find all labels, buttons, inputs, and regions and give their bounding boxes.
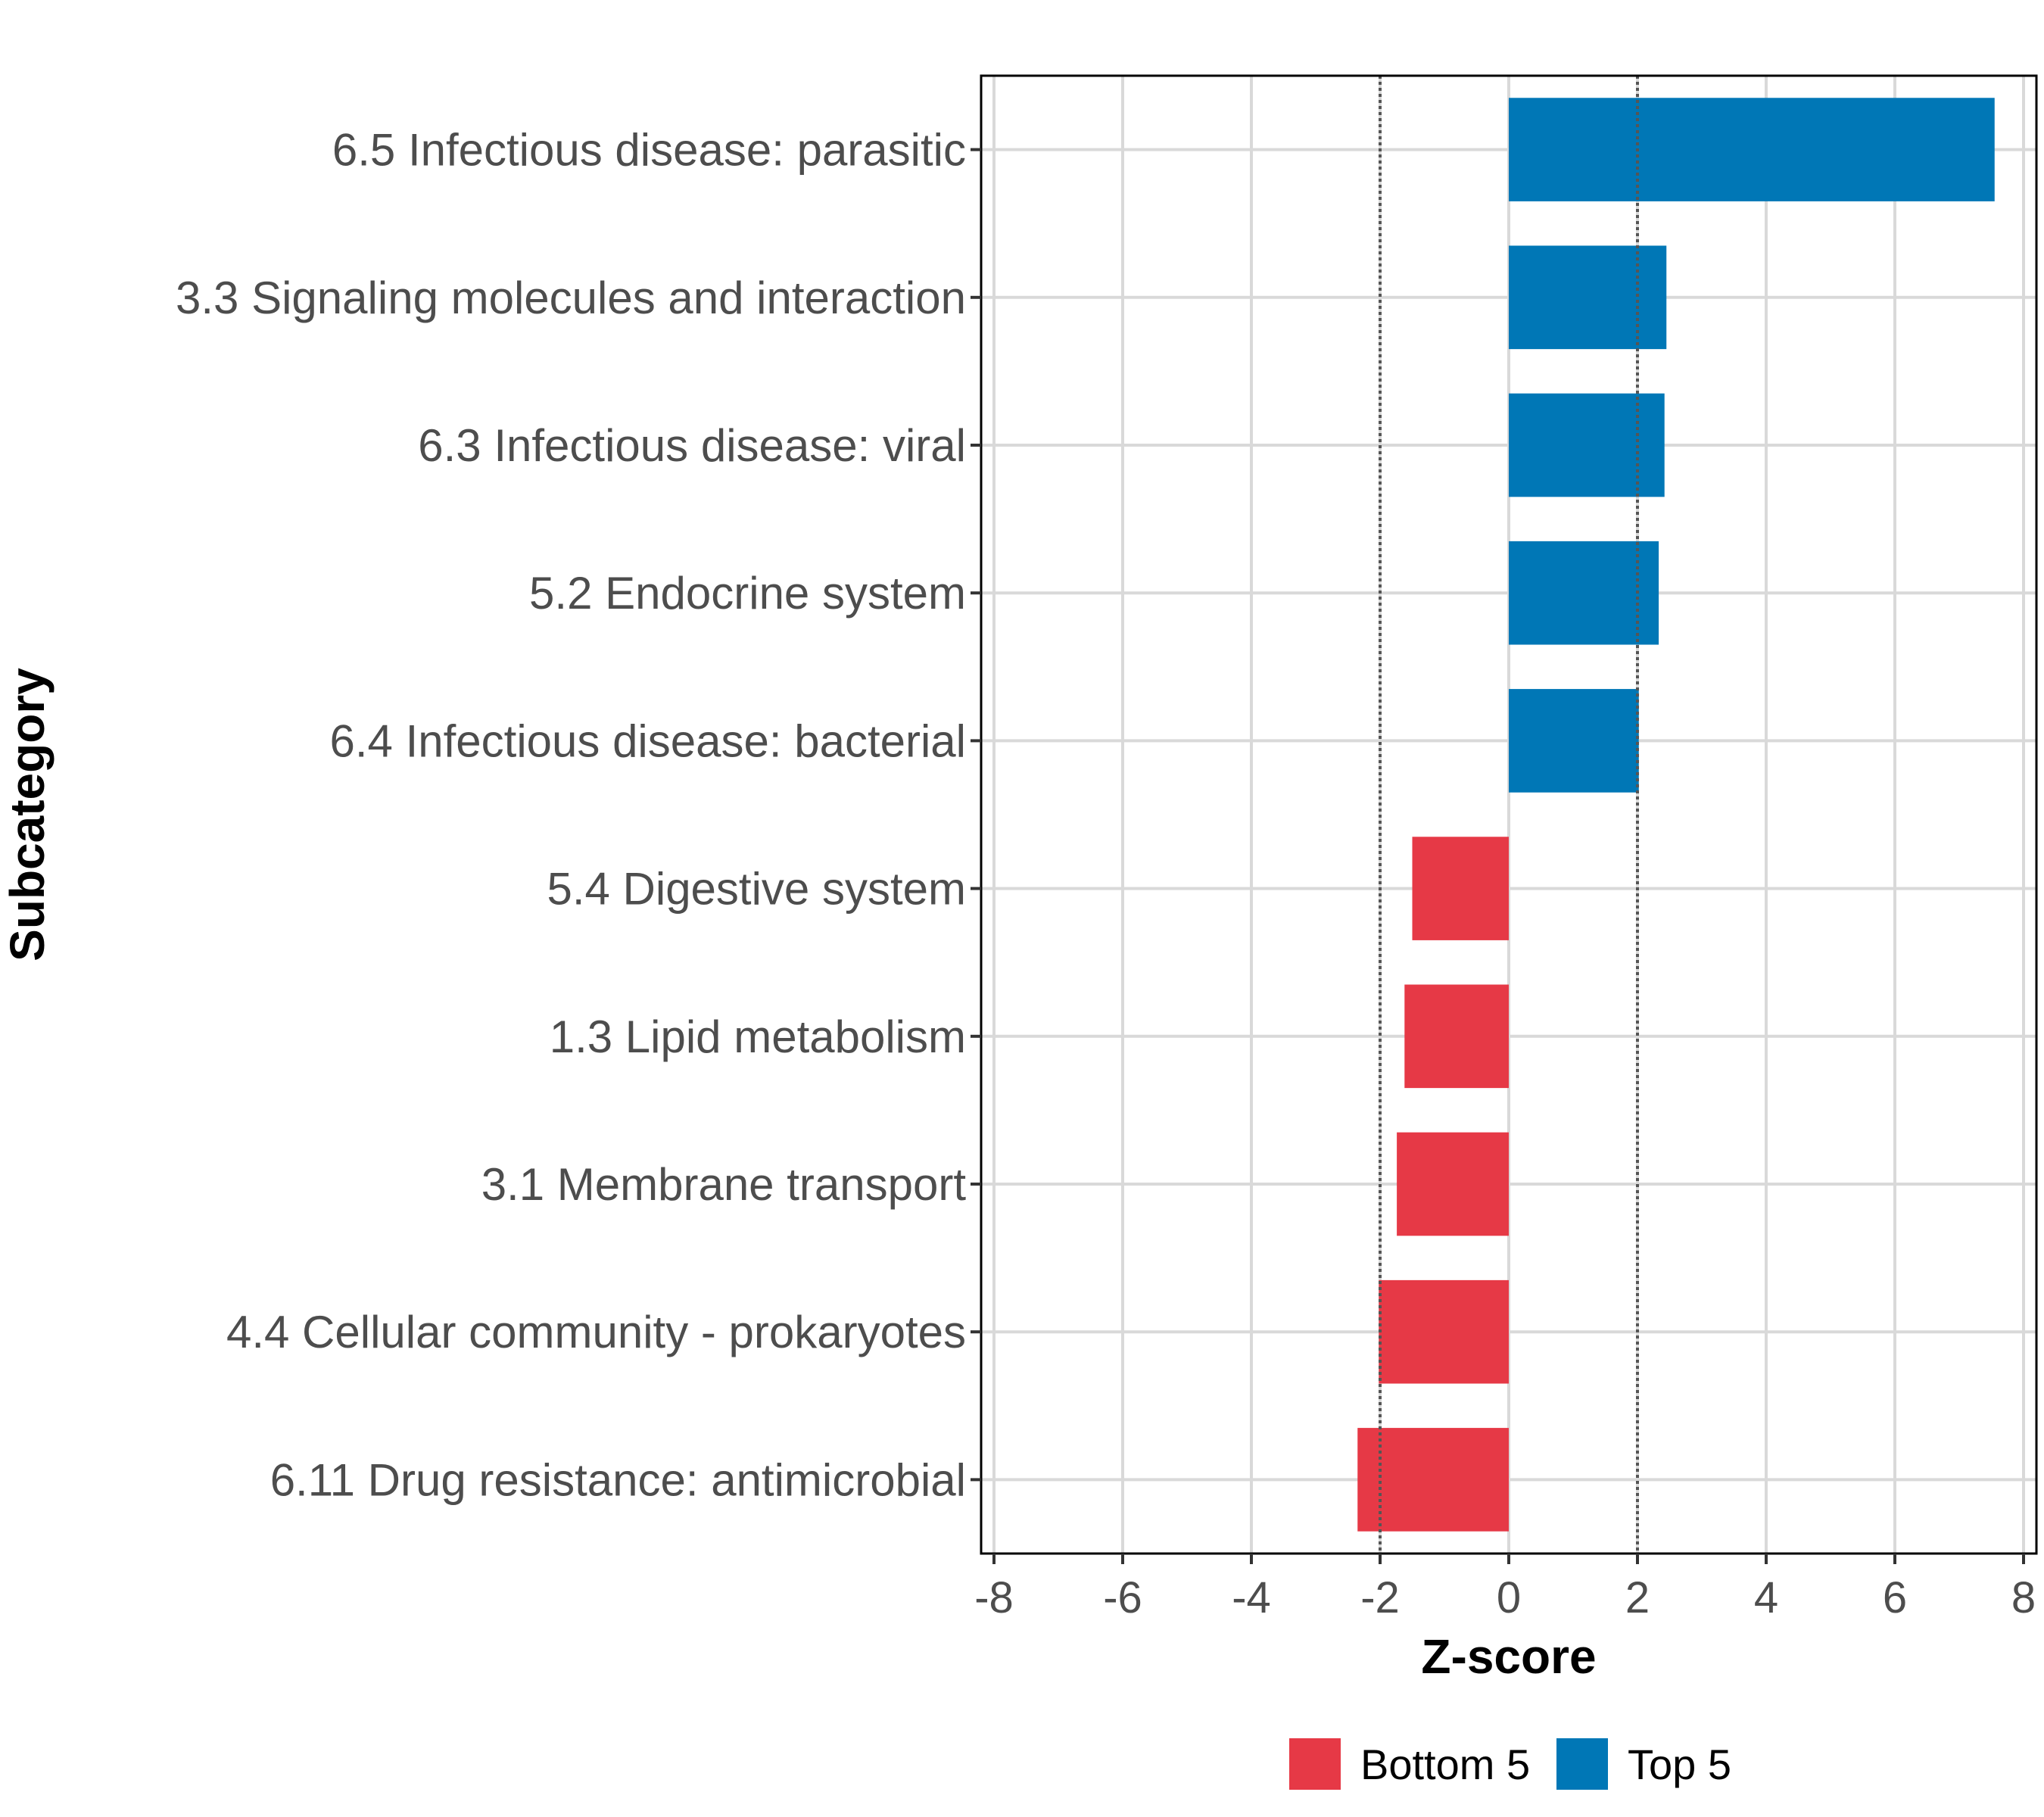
- bar: [1379, 1279, 1509, 1384]
- x-tick-label: 0: [1497, 1573, 1521, 1622]
- bar: [1412, 837, 1509, 940]
- x-tick-label: 2: [1625, 1573, 1650, 1622]
- bar: [1509, 541, 1659, 645]
- y-axis: 6.5 Infectious disease: parasitic 3.3 Sig…: [176, 125, 981, 1505]
- bars: [1357, 98, 1995, 1532]
- x-tick-label: 6: [1883, 1573, 1907, 1622]
- bar: [1357, 1428, 1509, 1532]
- y-axis-title: Subcategory: [0, 668, 55, 961]
- legend-swatch-top-5: [1556, 1738, 1608, 1790]
- category-label: 6.11 Drug resistance: antimicrobial: [270, 1454, 966, 1505]
- category-label: 5.4 Digestive system: [547, 864, 966, 915]
- bar: [1509, 245, 1667, 350]
- category-label: 6.4 Infectious disease: bacterial: [330, 715, 967, 766]
- x-axis-title: Z-score: [1421, 1629, 1596, 1684]
- legend-swatch-bottom-5: [1289, 1738, 1341, 1790]
- category-label: 6.5 Infectious disease: parasitic: [332, 125, 966, 176]
- legend-label-top-5: Top 5: [1628, 1741, 1731, 1788]
- bar: [1509, 393, 1665, 497]
- x-tick-label: -2: [1360, 1573, 1400, 1622]
- category-label: 5.2 Endocrine system: [529, 568, 966, 619]
- category-label: 6.3 Infectious disease: viral: [418, 420, 966, 471]
- x-tick-label: -6: [1103, 1573, 1142, 1622]
- category-label: 1.3 Lipid metabolism: [550, 1011, 966, 1062]
- x-tick-label: 4: [1754, 1573, 1778, 1622]
- x-tick-label: 8: [2011, 1573, 2036, 1622]
- category-label: 3.3 Signaling molecules and interaction: [176, 273, 966, 323]
- legend: Bottom 5 Top 5: [1289, 1738, 1731, 1790]
- x-axis: -8 -6 -4 -2 0 2 4 6 8: [974, 1554, 2036, 1622]
- category-label: 3.1 Membrane transport: [481, 1159, 967, 1210]
- x-tick-label: -4: [1232, 1573, 1271, 1622]
- threshold-lines: [1379, 76, 1639, 1554]
- category-label: 4.4 Cellular community - prokaryotes: [226, 1307, 966, 1357]
- bar: [1404, 984, 1509, 1089]
- legend-label-bottom-5: Bottom 5: [1360, 1741, 1530, 1788]
- x-tick-label: -8: [974, 1573, 1014, 1622]
- bar: [1509, 98, 1995, 201]
- bar: [1397, 1132, 1509, 1236]
- bar: [1509, 689, 1639, 793]
